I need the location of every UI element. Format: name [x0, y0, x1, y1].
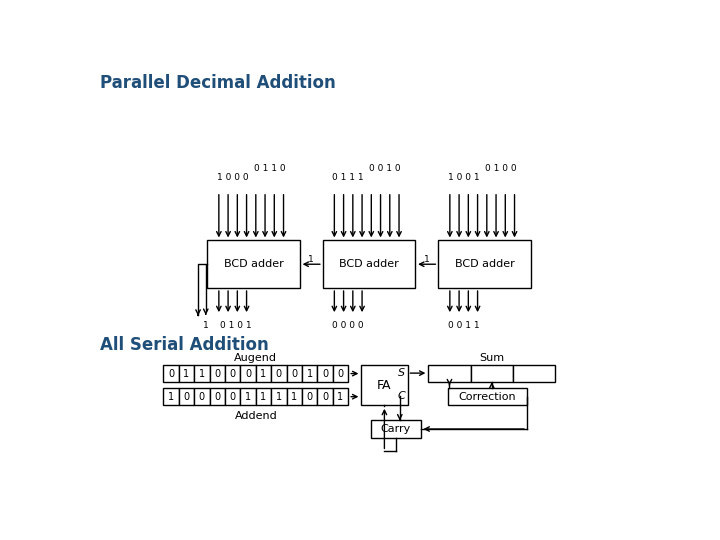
Text: 1 0 0 0: 1 0 0 0: [217, 173, 248, 182]
Text: 1: 1: [292, 392, 297, 402]
Text: 1: 1: [424, 255, 430, 264]
Bar: [210, 365, 225, 382]
Text: 1: 1: [261, 392, 266, 402]
Text: C: C: [397, 392, 405, 401]
Text: 1: 1: [308, 255, 314, 264]
Bar: [333, 365, 348, 382]
Text: 0: 0: [184, 392, 189, 402]
Text: 0: 0: [322, 392, 328, 402]
Text: 0: 0: [215, 392, 220, 402]
Bar: [302, 388, 318, 405]
Text: 0 1 0 0: 0 1 0 0: [485, 164, 516, 173]
Text: Augend: Augend: [234, 353, 277, 363]
Bar: [163, 365, 179, 382]
Text: 0: 0: [307, 392, 312, 402]
Text: 0 0 0 0: 0 0 0 0: [333, 321, 364, 330]
Text: BCD adder: BCD adder: [454, 259, 514, 269]
Text: 0: 0: [168, 369, 174, 379]
Bar: [471, 365, 513, 382]
Bar: [194, 388, 210, 405]
Text: 0: 0: [276, 369, 282, 379]
Text: Sum: Sum: [480, 353, 505, 363]
Bar: [318, 388, 333, 405]
Text: 1: 1: [199, 369, 205, 379]
Text: 1 0 0 1: 1 0 0 1: [448, 173, 480, 182]
Text: 1: 1: [261, 369, 266, 379]
Text: 0: 0: [230, 392, 235, 402]
Text: 0 0 1 0: 0 0 1 0: [369, 164, 401, 173]
Text: 1: 1: [168, 392, 174, 402]
Text: All Serial Addition: All Serial Addition: [99, 336, 269, 354]
Text: 1: 1: [203, 321, 209, 330]
Text: BCD adder: BCD adder: [224, 259, 284, 269]
Bar: [194, 365, 210, 382]
Bar: [225, 388, 240, 405]
Text: BCD adder: BCD adder: [339, 259, 399, 269]
Text: Correction: Correction: [459, 392, 516, 402]
Bar: [256, 388, 271, 405]
Bar: [163, 388, 179, 405]
Text: Carry: Carry: [380, 424, 410, 434]
Text: 0 0 1 1: 0 0 1 1: [448, 321, 480, 330]
Bar: [371, 420, 420, 438]
Bar: [323, 240, 415, 288]
Bar: [179, 365, 194, 382]
Bar: [256, 365, 271, 382]
Text: 0 1 1 0: 0 1 1 0: [254, 164, 286, 173]
Bar: [210, 388, 225, 405]
Text: 0: 0: [338, 369, 343, 379]
Text: Parallel Decimal Addition: Parallel Decimal Addition: [99, 74, 336, 92]
Text: 0 1 0 1: 0 1 0 1: [220, 321, 251, 330]
Bar: [271, 365, 287, 382]
Text: 0: 0: [215, 369, 220, 379]
Text: 1: 1: [184, 369, 189, 379]
Text: 1: 1: [245, 392, 251, 402]
Bar: [448, 388, 527, 405]
Bar: [240, 365, 256, 382]
Text: 0: 0: [292, 369, 297, 379]
Bar: [333, 388, 348, 405]
Bar: [225, 365, 240, 382]
Text: 0: 0: [230, 369, 235, 379]
Text: 1: 1: [276, 392, 282, 402]
Bar: [318, 365, 333, 382]
Bar: [240, 388, 256, 405]
Text: 1: 1: [338, 392, 343, 402]
Text: S: S: [397, 368, 405, 378]
Text: Addend: Addend: [235, 411, 277, 421]
Text: 0: 0: [322, 369, 328, 379]
Text: FA: FA: [377, 379, 392, 392]
Text: 1: 1: [307, 369, 312, 379]
Bar: [361, 365, 408, 405]
Bar: [438, 240, 531, 288]
Text: 0: 0: [199, 392, 205, 402]
Bar: [271, 388, 287, 405]
Bar: [302, 365, 318, 382]
Bar: [287, 388, 302, 405]
Text: 0: 0: [245, 369, 251, 379]
Bar: [207, 240, 300, 288]
Bar: [179, 388, 194, 405]
Bar: [428, 365, 471, 382]
Bar: [513, 365, 555, 382]
Text: 0 1 1 1: 0 1 1 1: [333, 173, 364, 182]
Bar: [287, 365, 302, 382]
